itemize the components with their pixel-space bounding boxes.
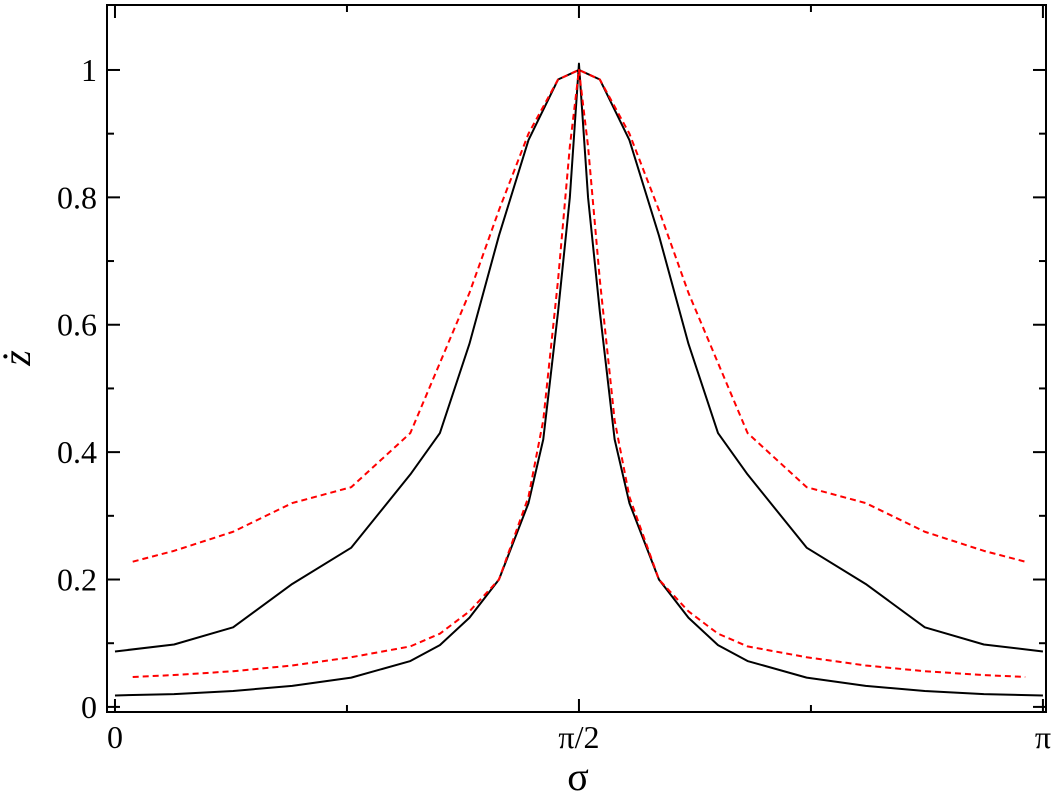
series-line <box>114 68 1044 653</box>
y-tick-label: 0.4 <box>57 434 97 470</box>
y-tick-label: 0 <box>81 689 97 725</box>
x-tick-label: π <box>1035 719 1051 755</box>
plot-frame <box>106 4 1047 713</box>
y-axis-label: ż <box>0 350 39 367</box>
series-line <box>132 68 1026 678</box>
x-tick-label: 0 <box>107 719 123 755</box>
y-tick-label: 0.6 <box>57 307 97 343</box>
x-axis-label: σ <box>567 754 589 795</box>
x-tick-label: π/2 <box>558 719 599 755</box>
y-tick-label: 0.8 <box>57 179 97 215</box>
series-line <box>114 62 1043 697</box>
y-tick-label: 1 <box>81 52 97 88</box>
series-line <box>132 68 1026 563</box>
y-tick-label: 0.2 <box>57 562 97 598</box>
